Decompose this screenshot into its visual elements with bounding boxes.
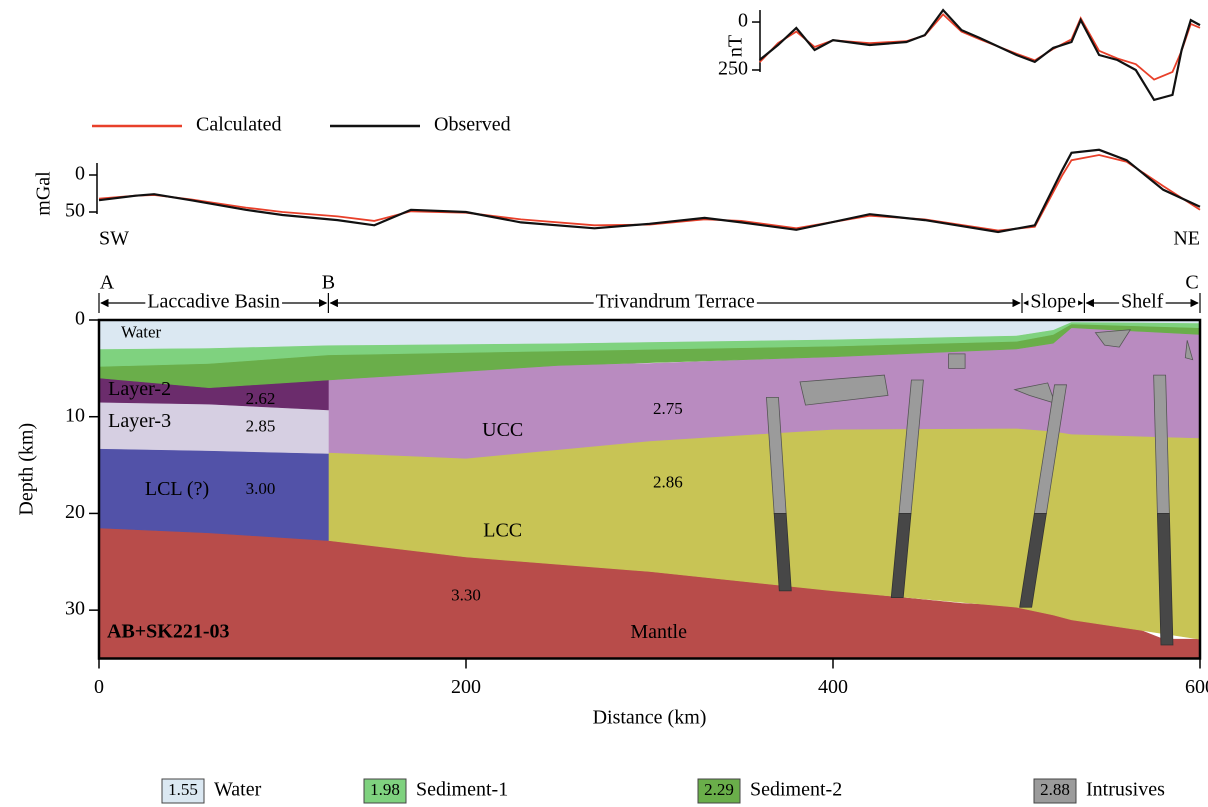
series-line [99,155,1200,231]
y-tick-label: 50 [65,200,85,222]
density-label: 2.86 [653,472,683,491]
x-tick-label: 200 [451,676,481,698]
density-label: 2.85 [246,416,276,435]
legend-density: 1.55 [168,780,198,799]
region-label: Shelf [1121,291,1164,313]
gravity-panel: 0 50 mGal Calculated Observed SW NE [33,114,1200,250]
density-label: 2.75 [653,399,683,418]
x-tick-label: 600 [1185,676,1208,698]
annotation: SW [99,228,129,250]
figure: 0 250nT 0 50 mGal Calculated Observed SW NE Wat… [0,0,1208,807]
layer [99,449,328,541]
layer-label: Layer-3 [108,410,171,432]
legend-density: 1.98 [370,780,400,799]
y-tick-label: 10 [65,404,85,426]
x-axis-label: Distance (km) [593,707,707,729]
density-label: 3.30 [451,586,481,605]
layer-label: Mantle [630,621,687,643]
y-tick-label: 250 [718,58,748,80]
section-panel: Water Layer-2 2.62 Layer-3 2.85 LCL (?) 3.00 UC… [16,272,1208,729]
y-tick-label: 30 [65,598,85,620]
y-tick-label: 0 [738,10,748,32]
intrusive-block [949,354,966,369]
y-axis-label: nT [725,35,747,57]
legend-density: 2.29 [704,780,734,799]
x-tick-label: 0 [94,676,104,698]
density-label: 2.62 [246,389,276,408]
layer-label: Layer-2 [108,378,171,400]
legend-label: Observed [434,114,511,136]
density-label: 3.00 [246,479,276,498]
legend-label: Sediment-2 [750,779,842,801]
region-label: Slope [1030,291,1076,313]
point-label: B [322,272,335,294]
layer-label: LCL (?) [145,478,209,500]
annotation: NE [1173,228,1200,250]
point-label: C [1185,272,1198,294]
y-tick-label: 0 [75,308,85,330]
section-title: AB+SK221-03 [107,621,230,643]
legend-label: Intrusives [1086,779,1165,801]
legend-label: Sediment-1 [416,779,508,801]
legend-label: Calculated [196,114,282,136]
series-line [99,150,1200,232]
point-label: A [100,272,115,294]
series-line [760,10,1200,100]
y-axis-label: mGal [33,171,55,216]
legend-density: 2.88 [1040,780,1070,799]
region-label: Laccadive Basin [147,291,280,313]
legend-label: Water [214,779,262,801]
layer-label: LCC [483,519,522,541]
region-label: Trivandrum Terrace [596,291,755,313]
layer-label: Water [121,322,161,341]
x-tick-label: 400 [818,676,848,698]
layer-label: UCC [482,419,523,441]
y-tick-label: 20 [65,501,85,523]
y-tick-label: 0 [75,163,85,185]
y-axis-label: Depth (km) [16,423,38,516]
density-legend: 1.55 Water 1.98 Sediment-1 2.29 Sediment-2 2.8… [162,779,1165,803]
